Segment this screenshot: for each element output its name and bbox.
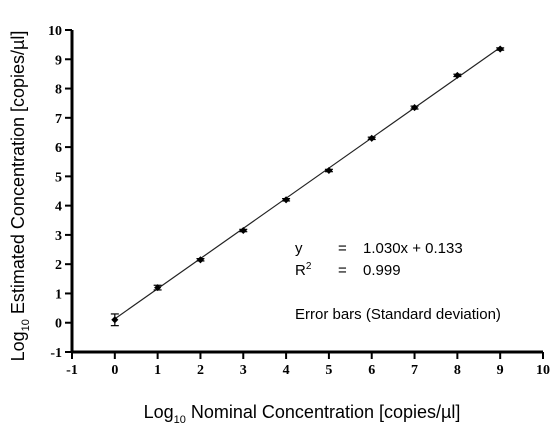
y-tick-label: 0: [55, 317, 62, 332]
x-tick-label: 8: [454, 363, 461, 378]
y-tick-label: 8: [55, 83, 62, 98]
error-bar-note: Error bars (Standard deviation): [295, 306, 501, 323]
axes: [70, 30, 543, 354]
x-tick-label: 10: [536, 363, 550, 378]
data-points: [110, 45, 505, 327]
x-tick-label: 0: [111, 363, 118, 378]
data-point: [368, 134, 376, 142]
r2-value: 0.999: [363, 262, 401, 279]
regression-line: [114, 46, 501, 320]
x-tick-label: 7: [411, 363, 418, 378]
equation-lhs: y: [295, 240, 303, 257]
y-tick-label: 6: [55, 141, 62, 156]
x-tick-label: -1: [66, 363, 78, 378]
x-tick-label: 1: [154, 363, 161, 378]
y-axis-title: Log10 Estimated Concentration [copies/µl…: [8, 31, 32, 362]
regression-annotation: y = 1.030x + 0.133 R2 = 0.999 Error bars…: [295, 240, 501, 323]
r2-lhs: R2: [295, 261, 312, 279]
x-tick-label: 3: [240, 363, 247, 378]
ticks: -1 0 1 2 3 4 5 6 7 8 9 10 -1 0 1 2 3 4 5 6 7 8 9 10: [48, 24, 550, 378]
equation-rhs: 1.030x + 0.133: [363, 240, 463, 257]
x-tick-label: 9: [497, 363, 504, 378]
data-point: [282, 196, 290, 204]
y-tick-label: 7: [55, 112, 62, 127]
equation-equals: =: [338, 240, 347, 257]
data-point: [196, 256, 204, 264]
x-axis-title: Log10 Nominal Concentration [copies/µl]: [144, 402, 461, 426]
data-point: [453, 71, 461, 79]
data-point: [239, 226, 247, 235]
data-point: [325, 166, 333, 175]
x-tick-label: 2: [197, 363, 204, 378]
data-point: [411, 104, 419, 112]
data-point: [496, 45, 504, 53]
fit-line-group: [114, 46, 501, 320]
r2-equals: =: [338, 262, 347, 279]
x-tick-label: 4: [283, 363, 290, 378]
y-tick-label: 3: [55, 229, 62, 244]
y-tick-label: 9: [55, 53, 62, 68]
y-tick-label: 10: [48, 24, 62, 39]
y-tick-label: -1: [50, 346, 62, 361]
x-tick-label: 5: [325, 363, 332, 378]
y-tick-label: 2: [55, 258, 62, 273]
y-tick-label: 4: [55, 200, 62, 215]
data-point: [154, 284, 162, 292]
data-point: [111, 316, 119, 324]
y-tick-label: 5: [55, 170, 62, 185]
y-tick-label: 1: [55, 287, 62, 302]
x-tick-label: 6: [368, 363, 375, 378]
